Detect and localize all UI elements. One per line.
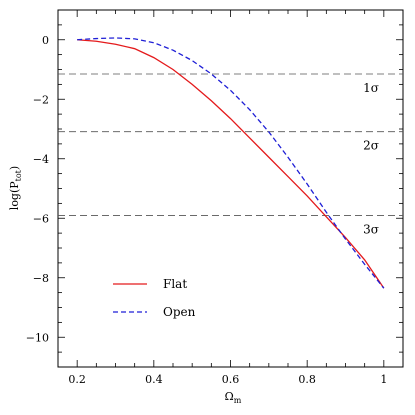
y-tick-label: −8 bbox=[33, 272, 49, 285]
x-tick-label: 0.4 bbox=[145, 373, 163, 386]
legend: Flat Open bbox=[113, 277, 196, 319]
legend-label-open: Open bbox=[163, 305, 196, 319]
y-tick-label: −2 bbox=[33, 93, 49, 106]
x-axis-title: Ωm bbox=[225, 390, 242, 405]
sigma-label-2: 2σ bbox=[363, 139, 379, 153]
x-tick-label: 0.2 bbox=[68, 373, 86, 386]
tick-labels-layer: 0.2 0.4 0.6 0.8 1 0 −2 −4 −6 −8 −10 bbox=[26, 34, 388, 386]
legend-label-flat: Flat bbox=[163, 277, 187, 291]
y-tick-label: 0 bbox=[42, 34, 49, 47]
series-line-flat bbox=[77, 39, 385, 289]
x-tick-label: 0.6 bbox=[222, 373, 240, 386]
sigma-label-1: 1σ bbox=[363, 81, 379, 95]
series-line-open bbox=[77, 37, 385, 289]
sigma-label-3: 3σ bbox=[363, 223, 379, 237]
y-tick-label: −4 bbox=[33, 153, 49, 166]
ticks-layer bbox=[57, 9, 404, 368]
y-axis-title: log(Ptot) bbox=[8, 166, 23, 210]
x-tick-label: 0.8 bbox=[298, 373, 316, 386]
y-tick-label: −10 bbox=[26, 331, 49, 344]
reference-lines: 1σ 2σ 3σ bbox=[58, 73, 403, 237]
y-tick-label: −6 bbox=[33, 212, 49, 225]
x-tick-label: 1 bbox=[380, 373, 387, 386]
series-layer bbox=[77, 37, 385, 289]
plot-frame bbox=[57, 9, 404, 368]
